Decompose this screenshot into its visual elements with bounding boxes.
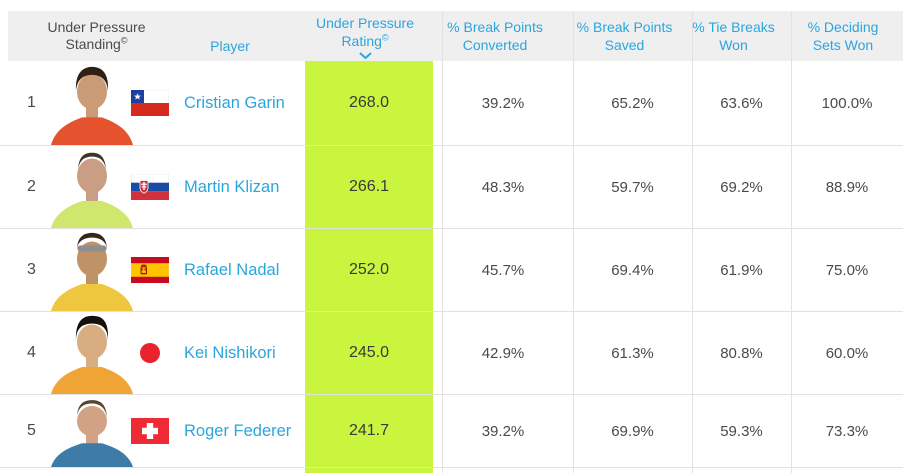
table-row: 1 Cristian Garin 268.0 39.2% 65.2% 63.6%… <box>0 61 903 146</box>
player-photo[interactable] <box>46 146 138 228</box>
player-photo[interactable] <box>46 61 138 145</box>
tie-breaks-won-value: 59.3% <box>720 422 763 440</box>
deciding-sets-won-value: 75.0% <box>825 261 869 279</box>
rating-value: 266.1 <box>348 178 390 195</box>
break-points-converted-value: 45.7% <box>481 261 525 279</box>
break-points-saved-value: 69.9% <box>611 422 654 440</box>
headband <box>77 245 107 252</box>
column-header-rating-label: Under Pressure Rating <box>315 15 415 49</box>
break-points-converted-value: 48.3% <box>481 178 525 196</box>
column-divider <box>442 11 443 473</box>
tie-breaks-won-value: 63.6% <box>720 94 763 112</box>
switzerland-flag-icon <box>131 395 169 467</box>
deciding-sets-won-value: 100.0% <box>821 94 873 112</box>
player-photo-image <box>46 395 138 467</box>
column-header-player-label: Player <box>210 37 250 54</box>
player-photo-image <box>46 61 138 145</box>
tie-breaks-won-value: 61.9% <box>720 261 763 279</box>
break-points-saved-value: 69.4% <box>611 261 654 279</box>
rating-value: 268.0 <box>348 94 390 111</box>
table-row: 2 Martin Klizan 266.1 48.3% <box>0 146 903 229</box>
column-header-break-points-saved[interactable]: % Break Points Saved <box>576 19 673 53</box>
slovakia-flag-icon <box>131 146 169 228</box>
table-row: 4 Kei Nishikori 245.0 42.9% 61.3% 80.8% … <box>0 312 903 395</box>
deciding-sets-won-value: 73.3% <box>825 422 869 440</box>
copyright-mark: © <box>381 31 389 42</box>
rank-value: 4 <box>27 344 36 361</box>
table-row: 3 Rafael Nadal 252 <box>0 229 903 312</box>
table-title: Under Pressure Standing© <box>8 11 185 61</box>
deciding-sets-won-value: 60.0% <box>825 344 869 362</box>
chevron-down-icon <box>359 52 371 59</box>
player-name-link[interactable]: Martin Klizan <box>184 177 280 196</box>
rank-value: 1 <box>27 94 36 111</box>
player-photo-image <box>46 229 138 311</box>
table-header-band <box>8 11 903 61</box>
table-title-text: Under Pressure Standing <box>47 18 146 53</box>
column-divider <box>791 11 792 473</box>
rating-value: 252.0 <box>348 261 390 278</box>
player-photo[interactable] <box>46 312 138 394</box>
rank-value: 5 <box>27 422 36 439</box>
player-photo[interactable] <box>46 395 138 467</box>
break-points-converted-value: 42.9% <box>481 344 525 362</box>
break-points-saved-value: 65.2% <box>611 94 654 112</box>
chile-flag-icon <box>131 61 169 145</box>
japan-flag-icon <box>131 312 169 394</box>
tie-breaks-won-value: 80.8% <box>720 344 763 362</box>
column-header-break-points-converted[interactable]: % Break Points Converted <box>447 19 543 53</box>
player-name-link[interactable]: Kei Nishikori <box>184 343 276 362</box>
player-photo[interactable] <box>46 229 138 311</box>
rating-value: 241.7 <box>348 422 390 439</box>
break-points-converted-value: 39.2% <box>481 422 525 440</box>
break-points-saved-value: 61.3% <box>611 344 654 362</box>
rank-value: 2 <box>27 178 36 195</box>
break-points-saved-value: 59.7% <box>611 178 654 196</box>
rating-value: 245.0 <box>348 344 390 361</box>
player-photo-image <box>46 146 138 228</box>
column-divider <box>573 11 574 473</box>
player-name-link[interactable]: Roger Federer <box>184 421 292 440</box>
player-photo-image <box>46 312 138 394</box>
player-name-link[interactable]: Rafael Nadal <box>184 260 280 279</box>
column-header-player[interactable]: Player <box>155 11 305 61</box>
spain-flag-icon <box>131 229 169 311</box>
break-points-converted-value: 39.2% <box>481 94 525 112</box>
deciding-sets-won-value: 88.9% <box>825 178 869 196</box>
player-name-link[interactable]: Cristian Garin <box>184 93 285 112</box>
tie-breaks-won-value: 69.2% <box>720 178 763 196</box>
column-header-deciding-sets-won[interactable]: % Deciding Sets Won <box>807 19 879 53</box>
table-row: 5 Roger Federer 241.7 39.2% 69.9% 59.3% … <box>0 395 903 468</box>
column-divider <box>692 11 693 473</box>
rating-column-highlight <box>305 61 433 473</box>
column-header-tie-breaks-won[interactable]: % Tie Breaks Won <box>692 19 775 53</box>
copyright-mark: © <box>120 35 128 46</box>
column-header-rating[interactable]: Under Pressure Rating© <box>297 11 433 61</box>
rank-value: 3 <box>27 261 36 278</box>
